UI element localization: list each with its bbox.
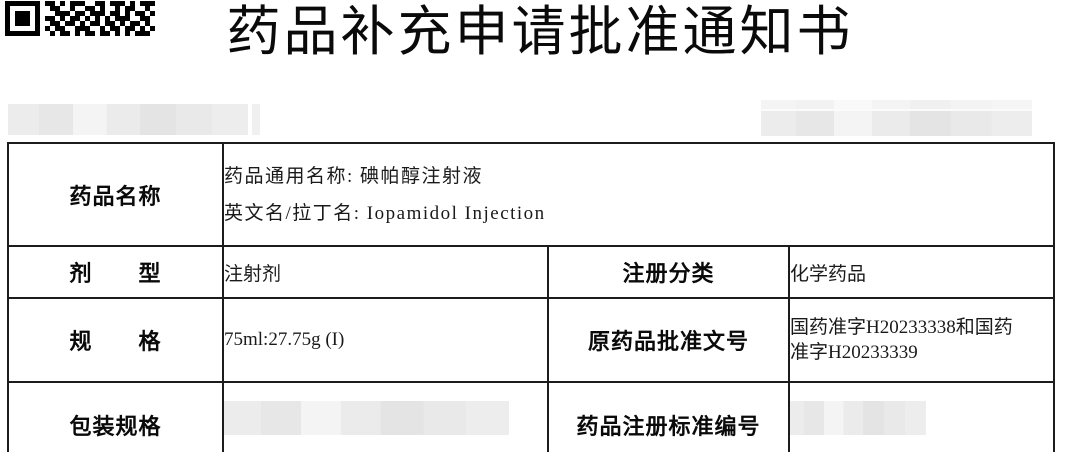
drug-name-value-cell: 药品通用名称: 碘帕醇注射液 英文名/拉丁名: Iopamidol Inject… (221, 142, 1056, 247)
standard-number-label: 药品注册标准编号 (547, 381, 790, 452)
redacted-strip (761, 111, 1032, 136)
original-approval-number-label: 原药品批准文号 (547, 297, 790, 383)
generic-name-line: 药品通用名称: 碘帕醇注射液 (224, 165, 484, 187)
specification-value: 75ml:27.75g (I) (222, 297, 549, 383)
registration-class-label: 注册分类 (547, 245, 790, 299)
drug-info-table: 药品名称 药品通用名称: 碘帕醇注射液 英文名/拉丁名: Iopamidol I… (7, 142, 1056, 452)
dosage-form-value: 注射剂 (222, 245, 549, 299)
redacted-applicant-text-tail (252, 104, 260, 135)
approval-number-text: 国药准字H20233338和国药准字H20233339 (790, 317, 1013, 363)
registration-class-value: 化学药品 (787, 245, 1056, 299)
package-spec-label: 包装规格 (7, 381, 224, 452)
specification-label: 规 格 (7, 297, 224, 383)
page-title: 药品补充申请批准通知书 (226, 2, 854, 62)
qr-code-icon (5, 1, 155, 36)
table-row-dosage-form: 剂 型 注射剂 注册分类 化学药品 (7, 245, 1056, 299)
original-approval-number-value: 国药准字H20233338和国药准字H20233339 (787, 297, 1056, 383)
drug-name-label: 药品名称 (7, 142, 224, 247)
table-row-specification: 规 格 75ml:27.75g (I) 原药品批准文号 国药准字H2023333… (7, 297, 1056, 383)
redacted-strip (761, 100, 1032, 109)
dosage-form-label: 剂 型 (7, 245, 224, 299)
redacted-applicant-text (8, 104, 248, 135)
redacted-strip-gap (761, 109, 1032, 111)
package-spec-value-cell (222, 381, 549, 452)
table-row-drug-name: 药品名称 药品通用名称: 碘帕醇注射液 英文名/拉丁名: Iopamidol I… (7, 142, 1056, 247)
redacted-standard-number (791, 401, 926, 435)
redacted-package-spec (225, 401, 509, 435)
english-name-line: 英文名/拉丁名: Iopamidol Injection (224, 202, 546, 224)
standard-number-value-cell (787, 381, 1056, 452)
redacted-document-number (761, 100, 1032, 136)
table-row-package-spec: 包装规格 药品注册标准编号 (7, 381, 1056, 452)
